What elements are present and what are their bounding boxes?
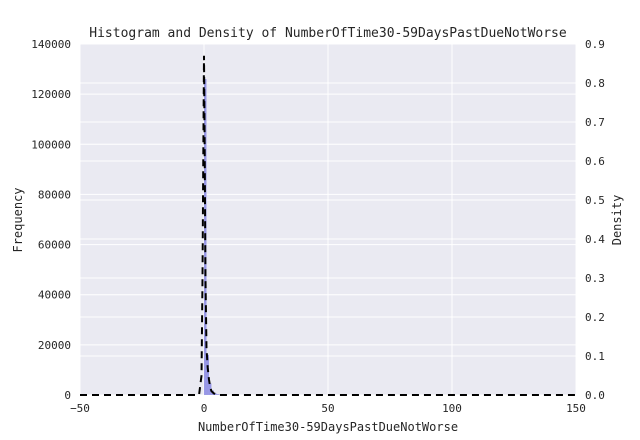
y-right-tick-label: 0.7 [585, 116, 605, 129]
y-left-tick-label: 120000 [31, 88, 71, 101]
y-right-tick-label: 0.0 [585, 389, 605, 402]
y-right-tick-labels: 0.0 0.1 0.2 0.3 0.4 0.5 0.6 0.7 0.8 0.9 [585, 38, 605, 402]
y-left-tick-label: 0 [64, 389, 71, 402]
y-right-tick-label: 0.5 [585, 194, 605, 207]
x-tick-labels: −50 0 50 100 150 [70, 402, 586, 415]
y-left-tick-label: 20000 [38, 339, 71, 352]
y-left-tick-label: 140000 [31, 38, 71, 51]
density-curve [80, 55, 576, 396]
y-left-tick-labels: 0 20000 40000 60000 80000 100000 120000 140000 [31, 38, 71, 402]
y-axis-left-label: Frequency [11, 187, 25, 252]
y-left-tick-label: 60000 [38, 239, 71, 252]
chart-title: Histogram and Density of NumberOfTime30-… [89, 26, 567, 41]
x-tick-label: −50 [70, 402, 90, 415]
y-axis-right-label: Density [610, 195, 624, 246]
x-tick-label: 100 [442, 402, 462, 415]
x-tick-label: 0 [201, 402, 208, 415]
x-tick-label: 150 [566, 402, 586, 415]
histogram-bar [216, 394, 219, 395]
y-left-tick-label: 40000 [38, 289, 71, 302]
y-right-tick-label: 0.6 [585, 155, 605, 168]
y-right-tick-label: 0.4 [585, 233, 605, 246]
x-tick-label: 50 [321, 402, 334, 415]
y-right-tick-label: 0.2 [585, 311, 605, 324]
y-right-tick-label: 0.1 [585, 350, 605, 363]
y-left-tick-label: 100000 [31, 138, 71, 151]
histogram-bar [206, 354, 209, 395]
histogram-bar [213, 393, 217, 395]
x-axis-label: NumberOfTime30-59DaysPastDueNotWorse [198, 420, 458, 434]
y-right-tick-label: 0.9 [585, 38, 605, 51]
y-right-tick-label: 0.8 [585, 77, 605, 90]
y-left-tick-label: 80000 [38, 188, 71, 201]
y-right-tick-label: 0.3 [585, 272, 605, 285]
